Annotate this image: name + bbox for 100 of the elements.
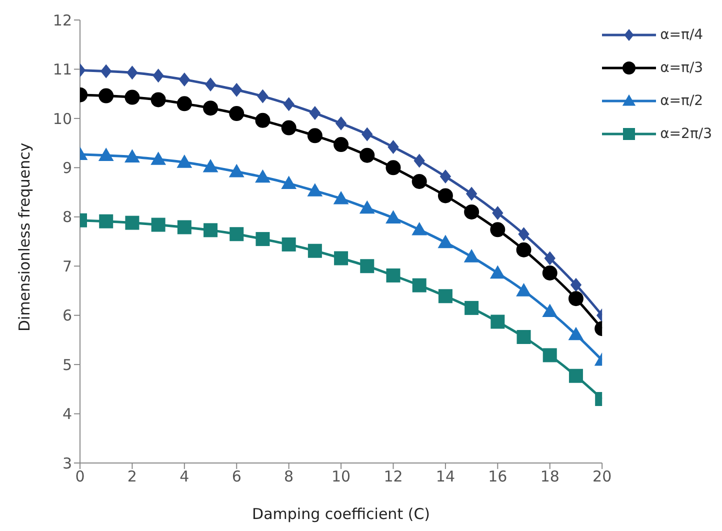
x-tick-label: 4 bbox=[180, 468, 190, 486]
y-tick-label: 6 bbox=[62, 306, 72, 325]
point bbox=[334, 137, 349, 152]
legend-label: α=π/3 bbox=[660, 60, 704, 76]
y-tick-label: 8 bbox=[62, 208, 72, 226]
x-tick-label: 6 bbox=[232, 468, 242, 486]
point bbox=[150, 92, 166, 108]
point bbox=[386, 210, 401, 224]
point bbox=[360, 148, 375, 163]
point bbox=[359, 200, 375, 214]
point bbox=[362, 127, 373, 142]
point bbox=[570, 278, 582, 292]
y-tick-label: 5 bbox=[62, 356, 72, 374]
point bbox=[542, 304, 558, 317]
point bbox=[151, 218, 166, 232]
point bbox=[283, 97, 294, 112]
point bbox=[360, 259, 374, 274]
point bbox=[255, 112, 270, 128]
point bbox=[257, 89, 268, 104]
point bbox=[412, 278, 426, 292]
point bbox=[150, 152, 166, 165]
point bbox=[152, 68, 164, 83]
x-tick-label: 20 bbox=[592, 468, 612, 486]
y-tick-label: 3 bbox=[62, 454, 72, 472]
point bbox=[490, 314, 505, 329]
legend-label: α=2π/3 bbox=[660, 126, 712, 142]
point bbox=[308, 244, 322, 258]
y-tick-label: 10 bbox=[52, 110, 72, 128]
point bbox=[386, 160, 401, 176]
y-tick-label: 7 bbox=[62, 257, 72, 276]
point bbox=[438, 289, 452, 304]
point bbox=[464, 204, 480, 220]
point bbox=[255, 169, 270, 183]
point bbox=[438, 188, 453, 204]
x-tick-label: 12 bbox=[384, 468, 403, 486]
point bbox=[178, 72, 190, 87]
point bbox=[176, 96, 192, 112]
point bbox=[466, 186, 478, 201]
x-tick-label: 8 bbox=[284, 468, 294, 486]
point bbox=[412, 222, 428, 236]
x-tick-label: 18 bbox=[540, 468, 560, 486]
point bbox=[203, 100, 218, 116]
point bbox=[99, 214, 114, 228]
point bbox=[231, 82, 242, 97]
point bbox=[335, 116, 347, 130]
legend-label: α=π/2 bbox=[660, 92, 704, 108]
y-tick-label: 12 bbox=[52, 11, 72, 30]
point bbox=[307, 183, 323, 196]
point bbox=[177, 220, 192, 234]
point bbox=[412, 174, 427, 189]
point bbox=[334, 251, 348, 266]
point bbox=[98, 148, 114, 161]
point bbox=[124, 149, 140, 162]
point bbox=[516, 330, 531, 344]
point bbox=[228, 164, 244, 178]
x-axis-title: Damping coefficient (C) bbox=[252, 505, 430, 523]
point bbox=[464, 249, 480, 262]
point bbox=[568, 368, 583, 383]
point bbox=[307, 128, 322, 144]
point bbox=[542, 348, 557, 362]
point bbox=[309, 106, 321, 120]
point bbox=[492, 206, 504, 220]
point bbox=[204, 77, 216, 92]
point bbox=[229, 106, 244, 122]
x-tick-label: 2 bbox=[127, 468, 137, 486]
point bbox=[490, 265, 506, 279]
point bbox=[490, 222, 506, 238]
y-axis-title: Dimensionless frequency bbox=[15, 142, 34, 332]
point bbox=[176, 154, 192, 168]
point bbox=[126, 66, 138, 80]
point bbox=[125, 216, 140, 230]
point bbox=[281, 176, 297, 190]
point bbox=[568, 326, 584, 340]
legend-label: α=π/4 bbox=[660, 26, 704, 42]
point bbox=[388, 140, 399, 154]
x-tick-label: 0 bbox=[75, 468, 85, 486]
point bbox=[542, 266, 558, 280]
point bbox=[516, 283, 532, 296]
point bbox=[518, 227, 530, 242]
y-tick-label: 4 bbox=[62, 405, 72, 424]
point bbox=[544, 251, 556, 266]
y-tick-label: 11 bbox=[52, 60, 72, 79]
point bbox=[464, 300, 479, 315]
point bbox=[568, 291, 584, 306]
point bbox=[440, 170, 452, 184]
point bbox=[438, 234, 454, 248]
point bbox=[516, 242, 532, 258]
point bbox=[414, 154, 425, 168]
x-tick-label: 10 bbox=[331, 468, 351, 486]
point bbox=[100, 64, 112, 78]
point bbox=[333, 190, 349, 204]
point bbox=[230, 227, 244, 242]
point bbox=[386, 268, 400, 282]
point bbox=[202, 158, 218, 172]
point bbox=[124, 90, 140, 105]
x-tick-label: 16 bbox=[488, 468, 508, 486]
point bbox=[204, 223, 218, 238]
y-tick-label: 9 bbox=[62, 158, 72, 177]
point bbox=[98, 88, 114, 104]
x-tick-label: 14 bbox=[436, 468, 455, 486]
